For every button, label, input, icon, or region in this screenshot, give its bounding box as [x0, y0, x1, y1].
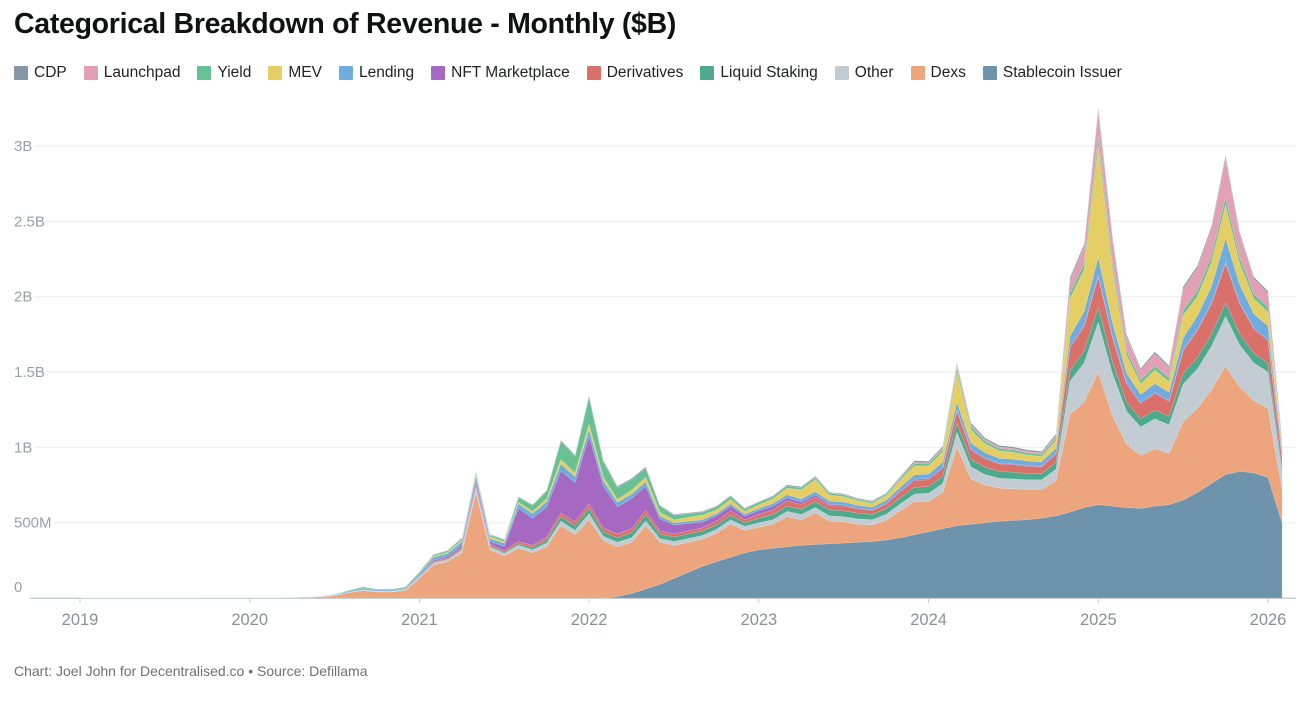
legend-label: Liquid Staking	[720, 64, 818, 81]
y-tick-label: 1B	[14, 439, 32, 456]
legend-item-lending: Lending	[338, 64, 415, 82]
legend-label: Yield	[217, 64, 252, 81]
legend-item-launchpad: Launchpad	[83, 64, 181, 82]
y-tick-label: 1.5B	[14, 364, 45, 381]
legend-item-dexs: Dexs	[910, 64, 966, 82]
legend-item-other: Other	[834, 64, 894, 82]
legend-swatch-icon	[431, 66, 446, 80]
legend-item-mev: MEV	[268, 64, 322, 82]
legend-swatch-icon	[586, 66, 601, 80]
legend-swatch-icon	[910, 66, 925, 80]
x-tick-label: 2019	[62, 611, 99, 629]
area-lending	[80, 237, 1283, 599]
area-derivatives	[80, 262, 1283, 599]
area-liquid-staking	[80, 302, 1283, 599]
legend-item-nft-marketplace: NFT Marketplace	[431, 64, 570, 82]
legend-swatch-icon	[197, 66, 212, 80]
y-tick-label: 2.5B	[14, 213, 45, 230]
y-tick-label: 500M	[14, 515, 52, 532]
area-yield	[80, 136, 1283, 599]
x-tick-label: 2023	[741, 611, 778, 629]
y-tick-label: 3B	[14, 138, 32, 155]
area-other	[80, 315, 1283, 599]
legend-swatch-icon	[834, 66, 849, 80]
legend-label: Other	[854, 64, 894, 81]
x-tick-label: 2025	[1080, 611, 1117, 629]
area-mev	[80, 145, 1283, 599]
legend-item-derivatives: Derivatives	[586, 64, 684, 82]
legend-label: Derivatives	[606, 64, 684, 81]
x-tick-label: 2026	[1250, 611, 1287, 629]
y-tick-label: 2B	[14, 289, 32, 306]
x-tick-label: 2024	[910, 611, 947, 629]
x-tick-label: 2021	[401, 611, 438, 629]
legend-item-cdp: CDP	[14, 64, 67, 82]
legend-swatch-icon	[338, 66, 353, 80]
legend-item-yield: Yield	[197, 64, 251, 82]
legend-label: Dexs	[930, 64, 966, 81]
area-nft-marketplace	[80, 261, 1283, 599]
y-tick-label: 0	[14, 579, 22, 596]
legend-swatch-icon	[83, 66, 98, 80]
legend-label: Launchpad	[103, 64, 181, 81]
legend-swatch-icon	[700, 66, 715, 80]
legend-item-liquid-staking: Liquid Staking	[700, 64, 818, 82]
legend-label: CDP	[34, 64, 67, 81]
x-tick-label: 2022	[571, 611, 608, 629]
legend-swatch-icon	[268, 66, 283, 80]
chart-credit: Chart: Joel John for Decentralised.co • …	[14, 663, 368, 679]
legend-swatch-icon	[14, 66, 28, 80]
x-tick-label: 2020	[231, 611, 268, 629]
area-launchpad	[80, 110, 1283, 599]
chart-title: Categorical Breakdown of Revenue - Month…	[14, 8, 677, 40]
legend-label: NFT Marketplace	[451, 64, 570, 81]
area-cdp	[80, 107, 1283, 599]
legend-item-stablecoin-issuer: Stablecoin Issuer	[982, 64, 1122, 82]
legend: CDP Launchpad Yield MEV Lending NFT Marketpla…	[14, 64, 1139, 82]
legend-swatch-icon	[982, 66, 997, 80]
legend-label: MEV	[288, 64, 322, 81]
legend-label: Lending	[358, 64, 415, 81]
legend-label: Stablecoin Issuer	[1002, 64, 1122, 81]
